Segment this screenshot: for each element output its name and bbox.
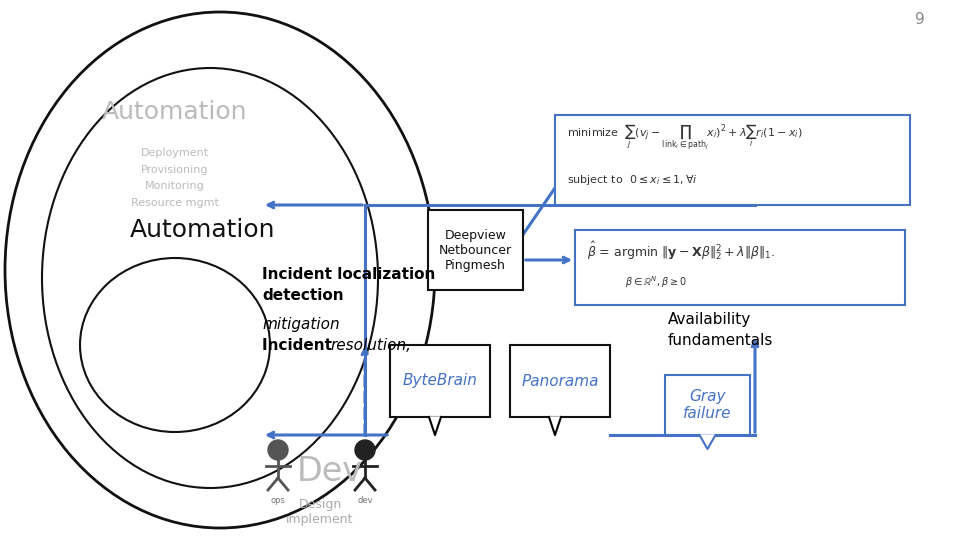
Text: $\hat{\beta}$ = argmin $\|\mathbf{y}-\mathbf{X}\beta\|_2^2 + \lambda\|\beta\|_1$: $\hat{\beta}$ = argmin $\|\mathbf{y}-\ma… — [587, 240, 776, 262]
FancyBboxPatch shape — [428, 210, 523, 290]
Text: mitigation: mitigation — [262, 318, 340, 333]
FancyBboxPatch shape — [575, 230, 905, 305]
Text: ByteBrain: ByteBrain — [402, 374, 477, 388]
Text: Automation: Automation — [130, 218, 276, 242]
Text: Deepview
Netbouncer
Pingmesh: Deepview Netbouncer Pingmesh — [439, 228, 512, 272]
Text: Dev: Dev — [297, 455, 363, 488]
Circle shape — [355, 440, 375, 460]
Text: dev: dev — [357, 496, 372, 505]
FancyBboxPatch shape — [510, 345, 610, 417]
FancyBboxPatch shape — [555, 115, 910, 205]
Text: Panorama: Panorama — [521, 374, 599, 388]
Text: $\beta\in\mathbb{R}^N,\beta\geq 0$: $\beta\in\mathbb{R}^N,\beta\geq 0$ — [625, 275, 687, 291]
FancyBboxPatch shape — [390, 345, 490, 417]
Polygon shape — [549, 417, 561, 435]
Text: resolution,: resolution, — [330, 338, 411, 353]
Circle shape — [268, 440, 288, 460]
FancyBboxPatch shape — [665, 375, 750, 435]
Text: Availability
fundamentals: Availability fundamentals — [668, 312, 774, 348]
Text: Incident: Incident — [262, 338, 337, 353]
Text: Deployment
Provisioning
Monitoring
Resource mgmt: Deployment Provisioning Monitoring Resou… — [132, 148, 219, 207]
Polygon shape — [429, 417, 441, 435]
Text: Incident localization
detection: Incident localization detection — [262, 267, 436, 303]
Text: subject to  $0 \leq x_i \leq 1, \forall i$: subject to $0 \leq x_i \leq 1, \forall i… — [567, 172, 698, 187]
Text: 9: 9 — [915, 12, 924, 28]
Text: Design
implement: Design implement — [286, 498, 353, 526]
Text: Automation: Automation — [103, 100, 248, 124]
Text: ops: ops — [271, 496, 285, 505]
Polygon shape — [700, 435, 715, 449]
Text: Gray
failure: Gray failure — [684, 389, 732, 421]
Text: minimize  $\sum_j(v_j - \prod_{\mathrm{link}_i\in\mathrm{path}_j} x_i)^2 + \lamb: minimize $\sum_j(v_j - \prod_{\mathrm{li… — [567, 123, 803, 152]
